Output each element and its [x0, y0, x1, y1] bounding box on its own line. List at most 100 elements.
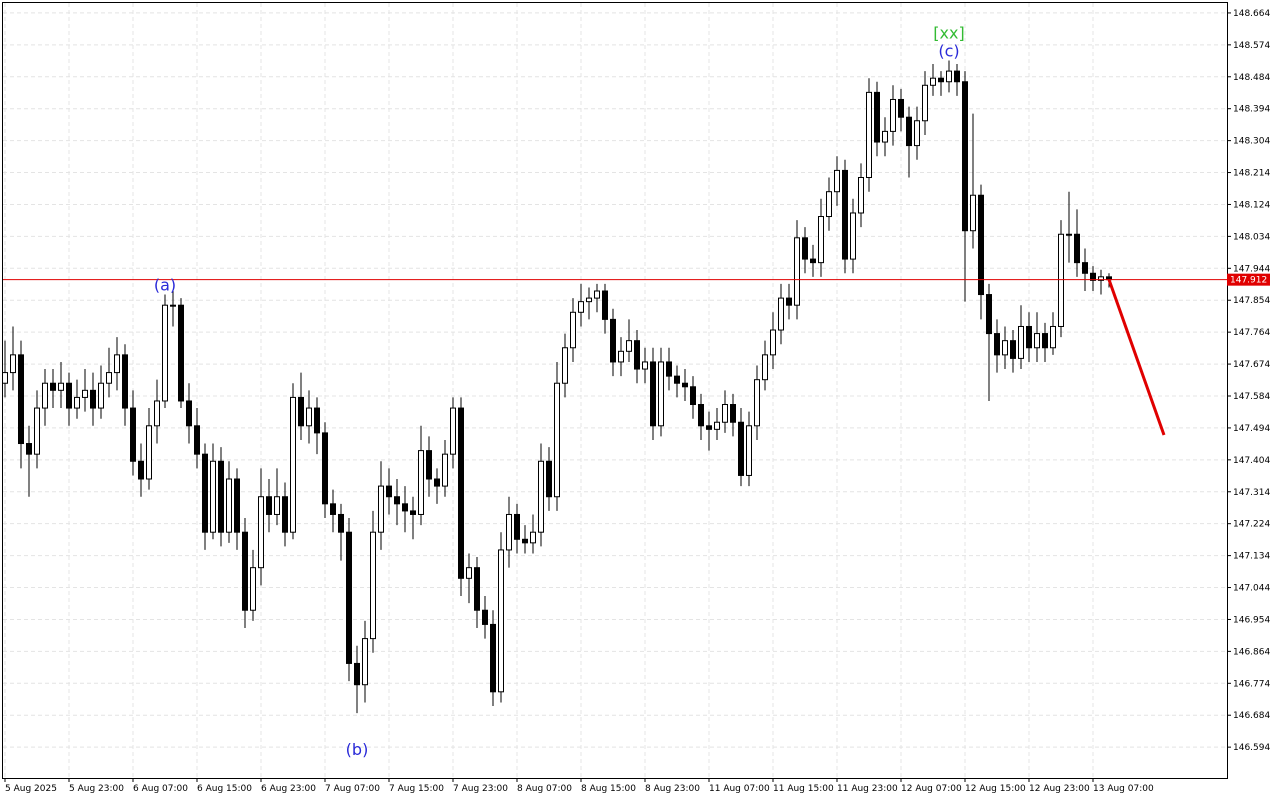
candle-body [66, 382, 72, 409]
candle-body [1066, 233, 1072, 236]
candle-body [90, 389, 96, 409]
candle-body [418, 450, 424, 515]
candle-body [522, 538, 528, 544]
candle-body [290, 396, 296, 533]
candle-body [578, 301, 584, 313]
candle-body [914, 120, 920, 147]
candle-body [762, 354, 768, 381]
candle-body [818, 216, 824, 264]
candle-body [226, 478, 232, 533]
x-tick-label: 12 Aug 15:00 [965, 784, 1026, 794]
candle-body [386, 485, 392, 498]
candle-body [802, 237, 808, 260]
candle-body [530, 531, 536, 544]
candle-body [402, 503, 408, 512]
candle-body [706, 425, 712, 430]
y-tick-label: 148.664 [1233, 9, 1270, 19]
candle-body [650, 361, 656, 427]
candle-body [810, 258, 816, 264]
candle-body [690, 386, 696, 406]
candle-body [618, 350, 624, 363]
candle-body [906, 116, 912, 147]
candle-body [850, 212, 856, 260]
x-tick-label: 7 Aug 15:00 [389, 784, 444, 794]
x-tick-label: 6 Aug 23:00 [261, 784, 316, 794]
plot-frame [2, 2, 1228, 779]
candle-body [954, 70, 960, 83]
candle-body [474, 567, 480, 611]
wave-label: (b) [346, 740, 369, 759]
candle-body [570, 311, 576, 349]
candle-body [490, 623, 496, 693]
candle-body [82, 389, 88, 398]
candle-body [1010, 340, 1016, 359]
y-tick-label: 148.124 [1233, 200, 1270, 210]
y-tick-label: 146.684 [1233, 711, 1270, 721]
candle-body [498, 549, 504, 693]
candle-body [978, 194, 984, 296]
y-tick-label: 148.214 [1233, 169, 1270, 179]
candle-body [666, 361, 672, 377]
candle-body [122, 354, 128, 409]
candle-body [218, 460, 224, 533]
x-tick-label: 8 Aug 15:00 [581, 784, 636, 794]
candle-body [754, 379, 760, 427]
candle-body [602, 290, 608, 320]
candle-body [178, 304, 184, 402]
candle-body [146, 425, 152, 480]
candle-body [106, 372, 112, 384]
candle-body [970, 194, 976, 232]
candle-body [842, 169, 848, 260]
candle-body [778, 297, 784, 331]
y-tick-label: 147.944 [1233, 264, 1270, 274]
x-tick-label: 11 Aug 07:00 [709, 784, 770, 794]
candle-body [554, 382, 560, 498]
candle-body [994, 333, 1000, 356]
candle-body [234, 478, 240, 533]
y-tick-label: 147.494 [1233, 424, 1270, 434]
candle-body [434, 478, 440, 487]
x-tick-label: 11 Aug 23:00 [837, 784, 898, 794]
y-tick-label: 146.594 [1233, 743, 1270, 753]
candle-body [466, 567, 472, 579]
candle-body [362, 638, 368, 686]
candle-body [1002, 340, 1008, 356]
candle-body [786, 297, 792, 306]
x-tick-label: 12 Aug 07:00 [901, 784, 962, 794]
x-tick-label: 13 Aug 07:00 [1093, 784, 1154, 794]
candle-body [930, 77, 936, 86]
candle-body [514, 513, 520, 540]
candle-body [682, 382, 688, 388]
candle-body [274, 496, 280, 515]
x-tick-label: 7 Aug 07:00 [325, 784, 380, 794]
candle-body [394, 496, 400, 505]
candle-body [634, 340, 640, 370]
candle-body [242, 531, 248, 611]
candle-body [586, 297, 592, 303]
wave-label: [xx] [933, 23, 964, 42]
candle-body [594, 290, 600, 299]
candle-body [58, 382, 64, 391]
candle-body [114, 354, 120, 374]
candle-body [1026, 325, 1032, 349]
y-tick-label: 147.224 [1233, 520, 1270, 530]
candle-body [770, 329, 776, 356]
candle-body [866, 91, 872, 179]
candle-body [130, 407, 136, 462]
candle-body [186, 400, 192, 427]
y-tick-label: 148.574 [1233, 41, 1270, 51]
y-tick-label: 148.304 [1233, 137, 1270, 147]
candle-body [194, 425, 200, 455]
candle-body [898, 98, 904, 118]
candle-body [98, 382, 104, 409]
x-tick-label: 5 Aug 2025 [5, 784, 57, 794]
candle-body [1050, 325, 1056, 349]
candle-body [250, 567, 256, 611]
candle-body [266, 496, 272, 515]
candle-body [354, 662, 360, 686]
candle-body [482, 609, 488, 625]
candle-body [658, 361, 664, 427]
wave-label: (a) [154, 276, 176, 295]
candle-body [2, 372, 8, 384]
x-tick-label: 12 Aug 23:00 [1029, 784, 1090, 794]
